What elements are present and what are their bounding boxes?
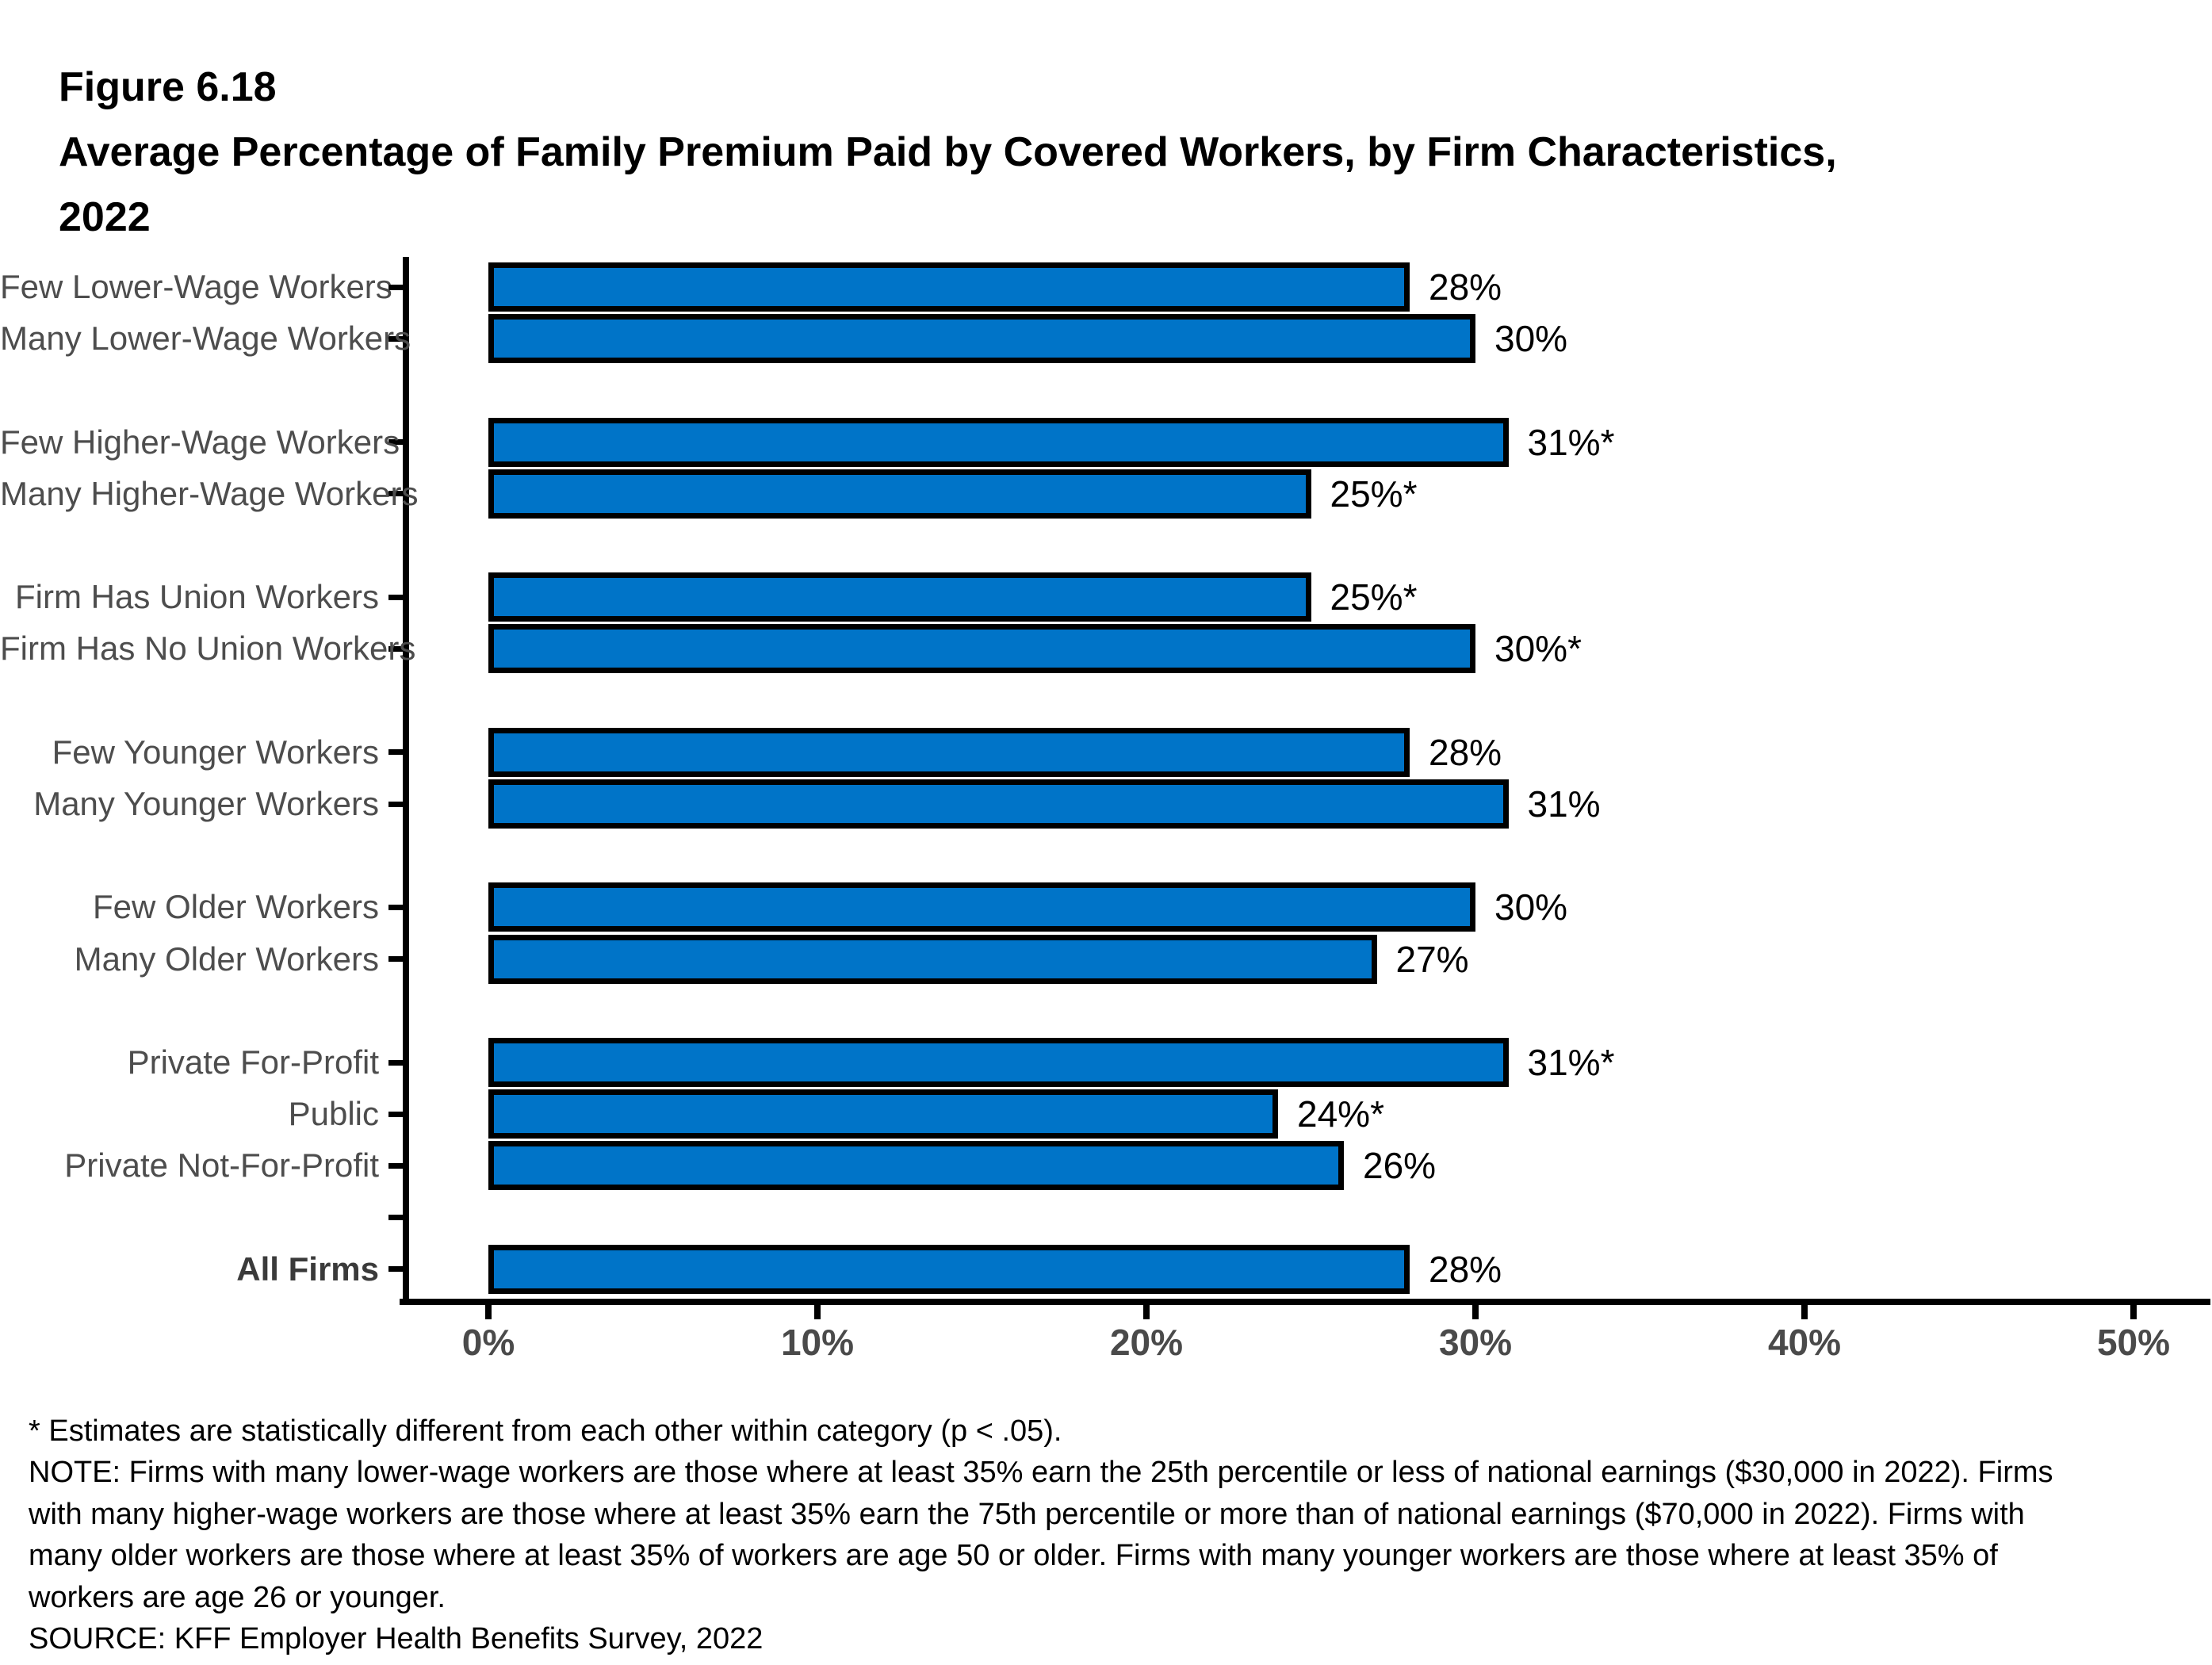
bar: [488, 624, 1475, 674]
note-text-line4: workers are age 26 or younger.: [29, 1581, 446, 1614]
x-axis-tick: [1472, 1305, 1479, 1319]
bar-value-label: 25%*: [1330, 473, 1418, 515]
bar-value-label: 31%: [1527, 783, 1601, 825]
y-axis-line: [403, 257, 409, 1305]
bar: [488, 469, 1311, 519]
y-axis-tick: [388, 1111, 403, 1117]
x-tick-label: 40%: [1767, 1322, 1842, 1363]
category-label: Private For-Profit: [127, 1043, 379, 1081]
bar: [488, 934, 1377, 984]
figure-number: Figure 6.18: [59, 64, 277, 110]
category-label: Few Older Workers: [93, 888, 379, 926]
y-axis-tick: [388, 1162, 403, 1169]
y-axis-tick: [388, 645, 403, 652]
y-axis-tick: [388, 956, 403, 963]
bar: [488, 882, 1475, 932]
category-label: Many Older Workers: [74, 940, 379, 978]
y-axis-tick: [388, 904, 403, 910]
bar-value-label: 28%: [1429, 731, 1502, 773]
asterisk-note: * Estimates are statistically different …: [29, 1414, 1062, 1448]
bar: [488, 779, 1509, 829]
bar: [488, 417, 1509, 467]
x-axis-tick: [2130, 1305, 2137, 1319]
bar-value-label: 28%: [1429, 266, 1502, 308]
category-label: Private Not-For-Profit: [64, 1146, 379, 1185]
category-label: Many Higher-Wage Workers: [0, 474, 419, 512]
bar: [488, 727, 1410, 777]
y-axis-tick: [388, 439, 403, 446]
bar-value-label: 28%: [1429, 1248, 1502, 1290]
x-axis-line: [400, 1299, 2210, 1305]
bar: [488, 1141, 1344, 1191]
bar: [488, 1089, 1278, 1139]
bar-value-label: 26%: [1363, 1145, 1437, 1187]
y-axis-tick: [388, 491, 403, 497]
y-axis-tick: [388, 335, 403, 342]
x-tick-label: 10%: [780, 1322, 855, 1363]
category-label: Many Younger Workers: [33, 785, 379, 822]
category-label: Firm Has No Union Workers: [0, 630, 416, 668]
x-axis-tick: [1801, 1305, 1808, 1319]
note-text-line2: with many higher-wage workers are those …: [29, 1498, 2025, 1531]
category-label: Public: [288, 1095, 379, 1133]
figure-title-year: 2022: [59, 194, 151, 240]
bar-value-label: 27%: [1395, 938, 1469, 980]
category-label: Many Lower-Wage Workers: [0, 320, 411, 358]
bar: [488, 1244, 1410, 1294]
x-tick-label: 30%: [1438, 1322, 1513, 1363]
bar-value-label: 30%: [1494, 886, 1568, 928]
bar: [488, 1038, 1509, 1087]
category-label: Firm Has Union Workers: [15, 578, 379, 616]
category-label: All Firms: [236, 1250, 379, 1288]
y-axis-tick: [388, 749, 403, 756]
x-tick-label: 20%: [1109, 1322, 1184, 1363]
bar-value-label: 31%*: [1527, 1042, 1615, 1083]
note-text-line3: many older workers are those where at le…: [29, 1539, 1998, 1572]
source-text: SOURCE: KFF Employer Health Benefits Sur…: [29, 1622, 763, 1655]
bar: [488, 262, 1410, 312]
y-axis-tick: [388, 1215, 403, 1221]
y-axis-tick: [388, 594, 403, 600]
y-axis-tick: [388, 284, 403, 290]
x-tick-label: 50%: [2096, 1322, 2171, 1363]
bar-value-label: 31%*: [1527, 421, 1615, 463]
figure-title: Average Percentage of Family Premium Pai…: [59, 129, 1837, 175]
y-axis-tick: [388, 1059, 403, 1066]
category-label: Few Lower-Wage Workers: [0, 268, 392, 305]
x-axis-tick: [814, 1305, 821, 1319]
bar-value-label: 24%*: [1297, 1093, 1384, 1135]
category-label: Few Higher-Wage Workers: [0, 423, 400, 461]
y-axis-tick: [388, 801, 403, 807]
bar-value-label: 30%: [1494, 318, 1568, 360]
x-tick-label: 0%: [461, 1322, 515, 1363]
y-axis-tick: [388, 1266, 403, 1273]
bar: [488, 572, 1311, 622]
bar-value-label: 25%*: [1330, 576, 1418, 618]
bar: [488, 314, 1475, 364]
x-axis-tick: [1143, 1305, 1150, 1319]
bar-value-label: 30%*: [1494, 628, 1582, 670]
x-axis-tick: [485, 1305, 492, 1319]
note-text-line1: NOTE: Firms with many lower-wage workers…: [29, 1456, 2053, 1489]
category-label: Few Younger Workers: [52, 733, 379, 771]
